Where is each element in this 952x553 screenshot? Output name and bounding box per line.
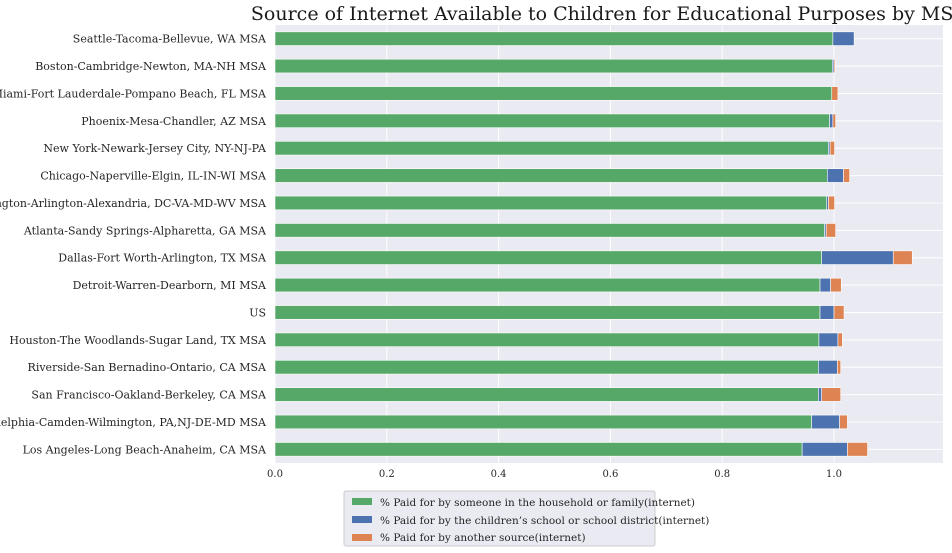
- bar-segment-s0-r8: [274, 250, 822, 265]
- bar-segment-s1-r0: [832, 31, 855, 46]
- category-label: Chicago-Naperville-Elgin, IL-IN-WI MSA: [40, 170, 267, 183]
- bar-segment-s1-r13: [818, 387, 822, 402]
- category-label: Philadelphia-Camden-Wilmington, PA,NJ-DE…: [0, 416, 267, 429]
- category-label: US: [249, 306, 266, 319]
- bar-segment-s0-r10: [274, 305, 821, 320]
- legend-box: [343, 490, 656, 547]
- bar-segment-s0-r9: [274, 277, 821, 293]
- bar-segment-s0-r7: [274, 223, 825, 238]
- bar-segment-s1-r15: [801, 442, 848, 457]
- bar-segment-s2-r7: [825, 223, 836, 238]
- bar-segment-s0-r5: [274, 168, 828, 183]
- category-label: Los Angeles-Long Beach-Anaheim, CA MSA: [23, 443, 267, 456]
- x-tick-labels: 0.0 0.2 0.4 0.6 0.8 1.0: [267, 469, 842, 480]
- bar-segment-s0-r6: [274, 195, 828, 211]
- bar-segment-s2-r3: [832, 113, 836, 128]
- category-label: Boston-Cambridge-Newton, MA-NH MSA: [35, 60, 267, 73]
- bar-segment-s2-r10: [833, 305, 845, 320]
- category-label: San Francisco-Oakland-Berkeley, CA MSA: [31, 389, 267, 402]
- category-label: Seattle-Tacoma-Bellevue, WA MSA: [73, 33, 267, 46]
- x-tick-label: 0.4: [491, 469, 507, 480]
- x-tick-label: 0.6: [602, 469, 618, 480]
- x-tick-label: 0.2: [379, 469, 395, 480]
- bar-segment-s0-r0: [274, 31, 834, 46]
- bar-segment-s0-r14: [274, 414, 812, 430]
- legend-swatch-school: [352, 516, 372, 523]
- bar-segment-s1-r5: [826, 168, 844, 183]
- bar-segment-s2-r2: [831, 86, 839, 101]
- x-tick-label: 0.8: [714, 469, 730, 480]
- bar-segment-s2-r14: [839, 414, 848, 430]
- category-labels: Seattle-Tacoma-Bellevue, WA MSA Boston-Ca…: [0, 33, 267, 457]
- category-label: New York-Newark-Jersey City, NY-NJ-PA: [43, 142, 267, 155]
- category-label: Atlanta-Sandy Springs-Alpharetta, GA MSA: [23, 224, 267, 237]
- bar-segment-s2-r1: [833, 58, 836, 74]
- bar-segment-s0-r13: [274, 387, 819, 402]
- category-label: Washington-Arlington-Alexandria, DC-VA-M…: [0, 197, 267, 210]
- legend-swatch-other: [352, 534, 372, 541]
- x-tick-label: 1.0: [826, 469, 842, 480]
- bar-segment-s0-r1: [274, 58, 833, 74]
- bar-segment-s0-r11: [274, 332, 820, 347]
- bar-segment-s1-r3: [829, 113, 834, 128]
- bar-segment-s1-r11: [818, 332, 839, 347]
- bar-segment-s1-r8: [821, 250, 894, 265]
- bar-segment-s2-r5: [843, 168, 850, 183]
- category-label: Detroit-Warren-Dearborn, MI MSA: [73, 279, 267, 292]
- bars: [274, 31, 913, 457]
- x-tick-label: 0.0: [267, 469, 283, 480]
- legend-label-household: % Paid for by someone in the household o…: [380, 497, 695, 509]
- category-label: Dallas-Fort Worth-Arlington, TX MSA: [58, 252, 267, 265]
- bar-segment-s0-r2: [274, 86, 833, 101]
- legend-label-other: % Paid for by another source(internet): [380, 532, 586, 544]
- bar-segment-s2-r9: [830, 277, 842, 293]
- bar-segment-s2-r15: [847, 442, 868, 457]
- category-label: Miami-Fort Lauderdale-Pompano Beach, FL …: [0, 87, 267, 100]
- legend-label-school: % Paid for by the children’s school or s…: [380, 515, 709, 527]
- category-label: Phoenix-Mesa-Chandler, AZ MSA: [81, 115, 267, 128]
- bar-segment-s2-r13: [821, 387, 842, 402]
- bar-segment-s2-r4: [829, 141, 835, 156]
- bar-segment-s0-r3: [274, 113, 830, 128]
- legend-swatch-household: [352, 498, 372, 505]
- bar-segment-s2-r6: [828, 195, 835, 211]
- legend: % Paid for by someone in the household o…: [343, 490, 709, 547]
- bar-segment-s1-r12: [818, 360, 838, 375]
- bar-segment-s1-r9: [819, 277, 831, 293]
- bar-segment-s0-r4: [274, 141, 829, 156]
- bar-segment-s2-r8: [892, 250, 913, 265]
- bar-segment-s1-r10: [819, 305, 835, 320]
- bar-segment-s2-r12: [837, 360, 842, 375]
- bar-segment-s0-r15: [274, 442, 803, 457]
- bar-segment-s0-r12: [274, 360, 819, 375]
- category-label: Houston-The Woodlands-Sugar Land, TX MSA: [9, 334, 267, 347]
- chart-title: Source of Internet Available to Children…: [251, 3, 952, 25]
- bar-segment-s1-r14: [811, 414, 840, 430]
- bar-segment-s2-r11: [837, 332, 843, 347]
- category-label: Riverside-San Bernadino-Ontario, CA MSA: [28, 361, 267, 374]
